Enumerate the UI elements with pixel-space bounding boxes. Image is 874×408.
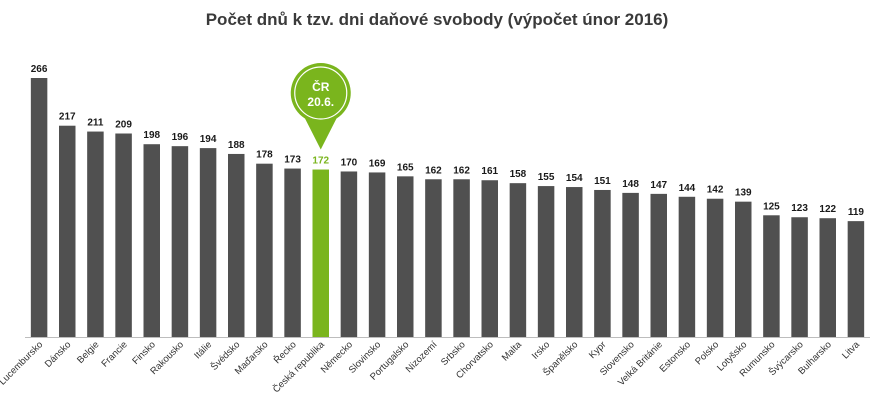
category-label: Francie <box>100 339 130 369</box>
bar-value-label: 155 <box>538 172 555 183</box>
bar-value-label: 172 <box>312 156 329 167</box>
category-label: Kypr <box>587 339 609 361</box>
bar-irsko <box>537 186 555 337</box>
bar-value-label: 194 <box>200 134 217 145</box>
bar-polsko <box>706 198 724 337</box>
bar-value-label: 211 <box>87 118 104 129</box>
bar-value-label: 188 <box>228 140 245 151</box>
bar-value-label: 154 <box>566 173 583 184</box>
bar-francie <box>115 133 132 337</box>
bar-value-label: 125 <box>763 201 780 212</box>
bar-svycarsko <box>791 217 808 337</box>
bar-finsko <box>143 144 160 337</box>
cr-callout: ČR 20.6. <box>290 62 351 150</box>
bar-value-label: 123 <box>791 203 808 214</box>
bar-kypr <box>594 189 611 337</box>
bar-value-label: 147 <box>650 180 667 191</box>
bar-value-label: 165 <box>397 162 414 173</box>
bar-srbsko <box>453 179 470 337</box>
bar-value-label: 139 <box>735 188 752 199</box>
bar-value-label: 266 <box>31 64 48 75</box>
bar-velka-britanie <box>650 193 667 337</box>
bar-dansko <box>59 125 76 337</box>
bar-value-label: 144 <box>679 183 696 194</box>
bar-value-label: 162 <box>453 165 470 176</box>
category-label: Nizozemí <box>404 339 440 375</box>
bar-malta <box>509 183 527 337</box>
bar-svedsko <box>228 153 245 337</box>
bar-lotyssko <box>735 201 752 337</box>
chart-title: Počet dnů k tzv. dni daňové svobody (výp… <box>205 10 669 29</box>
category-label: Litva <box>840 339 862 361</box>
callout-pin <box>290 62 351 150</box>
bar-value-label: 170 <box>341 157 358 168</box>
bar-italie <box>199 148 217 337</box>
bar-rumunsko <box>763 215 780 337</box>
category-label: Irsko <box>530 339 552 361</box>
bar-nemecko <box>340 171 358 337</box>
bar-lucembursko <box>30 78 48 337</box>
bar-value-label: 151 <box>594 176 611 187</box>
callout-line-2: 20.6. <box>307 95 334 109</box>
category-label: Estonsko <box>658 339 693 374</box>
bar-value-label: 198 <box>143 130 160 141</box>
bar-value-label: 178 <box>256 150 273 161</box>
category-label: Řecko <box>272 339 299 366</box>
bar-value-label: 158 <box>510 169 527 180</box>
bar-value-label: 169 <box>369 158 386 169</box>
bar-slovensko <box>622 192 639 337</box>
bar-rakousko <box>171 146 189 337</box>
bar-litva <box>847 221 865 337</box>
category-label: Belgie <box>75 339 101 365</box>
bar-spanelsko <box>566 187 583 337</box>
bar-portugalsko <box>397 176 414 337</box>
bar-value-label: 142 <box>707 185 724 196</box>
bar-bulharsko <box>819 218 836 337</box>
bar-value-label: 209 <box>115 120 132 131</box>
bar-nizozemi <box>425 179 442 337</box>
category-label: Dánsko <box>43 339 74 370</box>
category-label: Lucembursko <box>0 339 45 387</box>
bar-value-label: 162 <box>425 165 442 176</box>
bar-value-label: 217 <box>59 112 76 123</box>
bar-madarsko <box>256 163 273 337</box>
bar-value-label: 122 <box>819 204 836 215</box>
bar-belgie <box>87 131 104 337</box>
bar-value-label: 173 <box>284 155 301 166</box>
callout-circle <box>294 66 348 120</box>
bar-slovinsko <box>368 172 386 337</box>
category-label: Malta <box>500 339 525 364</box>
bar-value-label: 119 <box>848 207 865 218</box>
bar-estonsko <box>678 196 696 337</box>
bar-chorvatsko <box>481 180 498 337</box>
bar-ceska-republika <box>312 169 329 337</box>
bar-value-label: 196 <box>172 132 189 143</box>
bar-value-label: 148 <box>622 179 639 190</box>
bars-group: 266 Lucembursko 217 Dánsko 211 Belgie 209 Franc… <box>0 64 864 395</box>
bar-recko <box>284 168 301 337</box>
bar-value-label: 161 <box>481 166 498 177</box>
callout-line-1: ČR <box>312 79 330 94</box>
category-label: Itálie <box>192 339 214 361</box>
